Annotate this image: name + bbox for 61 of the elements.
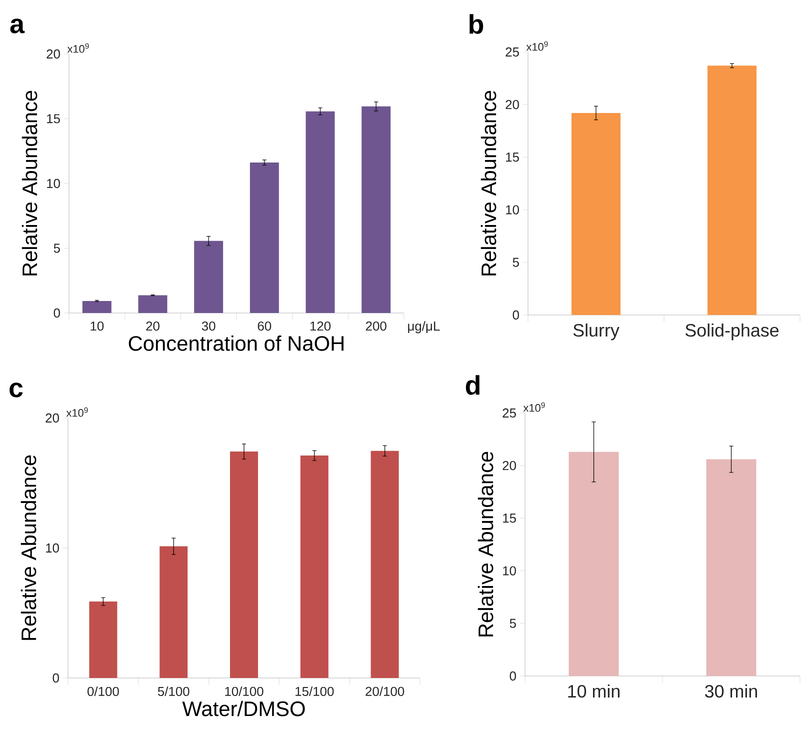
y-axis-title: Relative Abundance (22, 90, 38, 276)
y-tick-label: 20 (46, 49, 60, 59)
x-tick-label: 5/100 (158, 686, 190, 696)
x-tick-label: 120 (310, 322, 331, 331)
y-tick-label: 5 (512, 258, 519, 267)
x-tick-label: 10/100 (225, 686, 264, 696)
y-axis-title: Relative Abundance (20, 455, 36, 640)
chart-title: a (10, 18, 25, 34)
x-tick-label: 15/100 (296, 686, 334, 696)
y-tick-label: 0 (52, 673, 59, 683)
chart-title: c (10, 382, 23, 398)
x-tick-label: 0/100 (88, 686, 119, 696)
x-tick-label: 60 (258, 322, 272, 331)
x-tick-label: 20/100 (366, 686, 404, 696)
bar (89, 602, 118, 678)
bar (138, 295, 168, 313)
y-tick-label: 25 (502, 408, 516, 418)
y-tick-label: 10 (46, 543, 59, 553)
x-tick-label: 10 (90, 322, 104, 331)
y-tick-label: 5 (510, 618, 516, 628)
y-tick-label: 20 (46, 413, 59, 423)
y-tick-label: 10 (506, 205, 519, 214)
x-tick-label: 200 (366, 322, 386, 331)
bar (300, 456, 328, 678)
x-tick-label: 10 min (568, 684, 620, 698)
y-tick-label: 0 (54, 308, 60, 318)
x-axis-title: Concentration of NaOH (128, 336, 344, 351)
chart-title: b (470, 14, 484, 34)
x-tick-label: 20 (146, 322, 160, 331)
text: x10$^{9}$ (526, 41, 548, 51)
y-tick-label: 25 (506, 47, 519, 57)
bar (82, 300, 112, 313)
y-tick-label: 5 (54, 244, 60, 253)
y-tick-label: 20 (506, 100, 519, 110)
x-tick-label: 30 min (705, 684, 757, 698)
y-tick-label: 15 (503, 514, 516, 523)
bar (194, 240, 224, 313)
y-axis-title: Relative Abundance (478, 452, 494, 636)
text: x10$^{9}$ (523, 402, 545, 412)
y-tick-label: 15 (506, 152, 519, 162)
y-tick-label: 15 (47, 114, 60, 124)
bar (250, 162, 279, 313)
x-axis-title: Water/DMSO (182, 700, 305, 716)
x-tick-label: Slurry (573, 324, 620, 340)
bar (370, 450, 399, 678)
bar (306, 111, 335, 313)
y-tick-label: 10 (47, 178, 60, 188)
bar (160, 546, 188, 678)
y-tick-label: 10 (503, 566, 516, 576)
y-axis-title: Relative Abundance (480, 90, 496, 276)
chart-title: d (466, 375, 480, 395)
text: μg/μL (408, 321, 440, 334)
y-tick-label: 0 (512, 310, 519, 320)
text: x10$^{9}$ (66, 407, 88, 417)
x-tick-label: 30 (202, 322, 216, 331)
bar (362, 106, 391, 313)
bar (230, 452, 258, 678)
x-tick-label: Solid-phase (685, 324, 779, 340)
y-tick-label: 20 (502, 460, 516, 470)
y-tick-label: 0 (510, 671, 516, 681)
text: x10$^{9}$ (67, 43, 89, 53)
